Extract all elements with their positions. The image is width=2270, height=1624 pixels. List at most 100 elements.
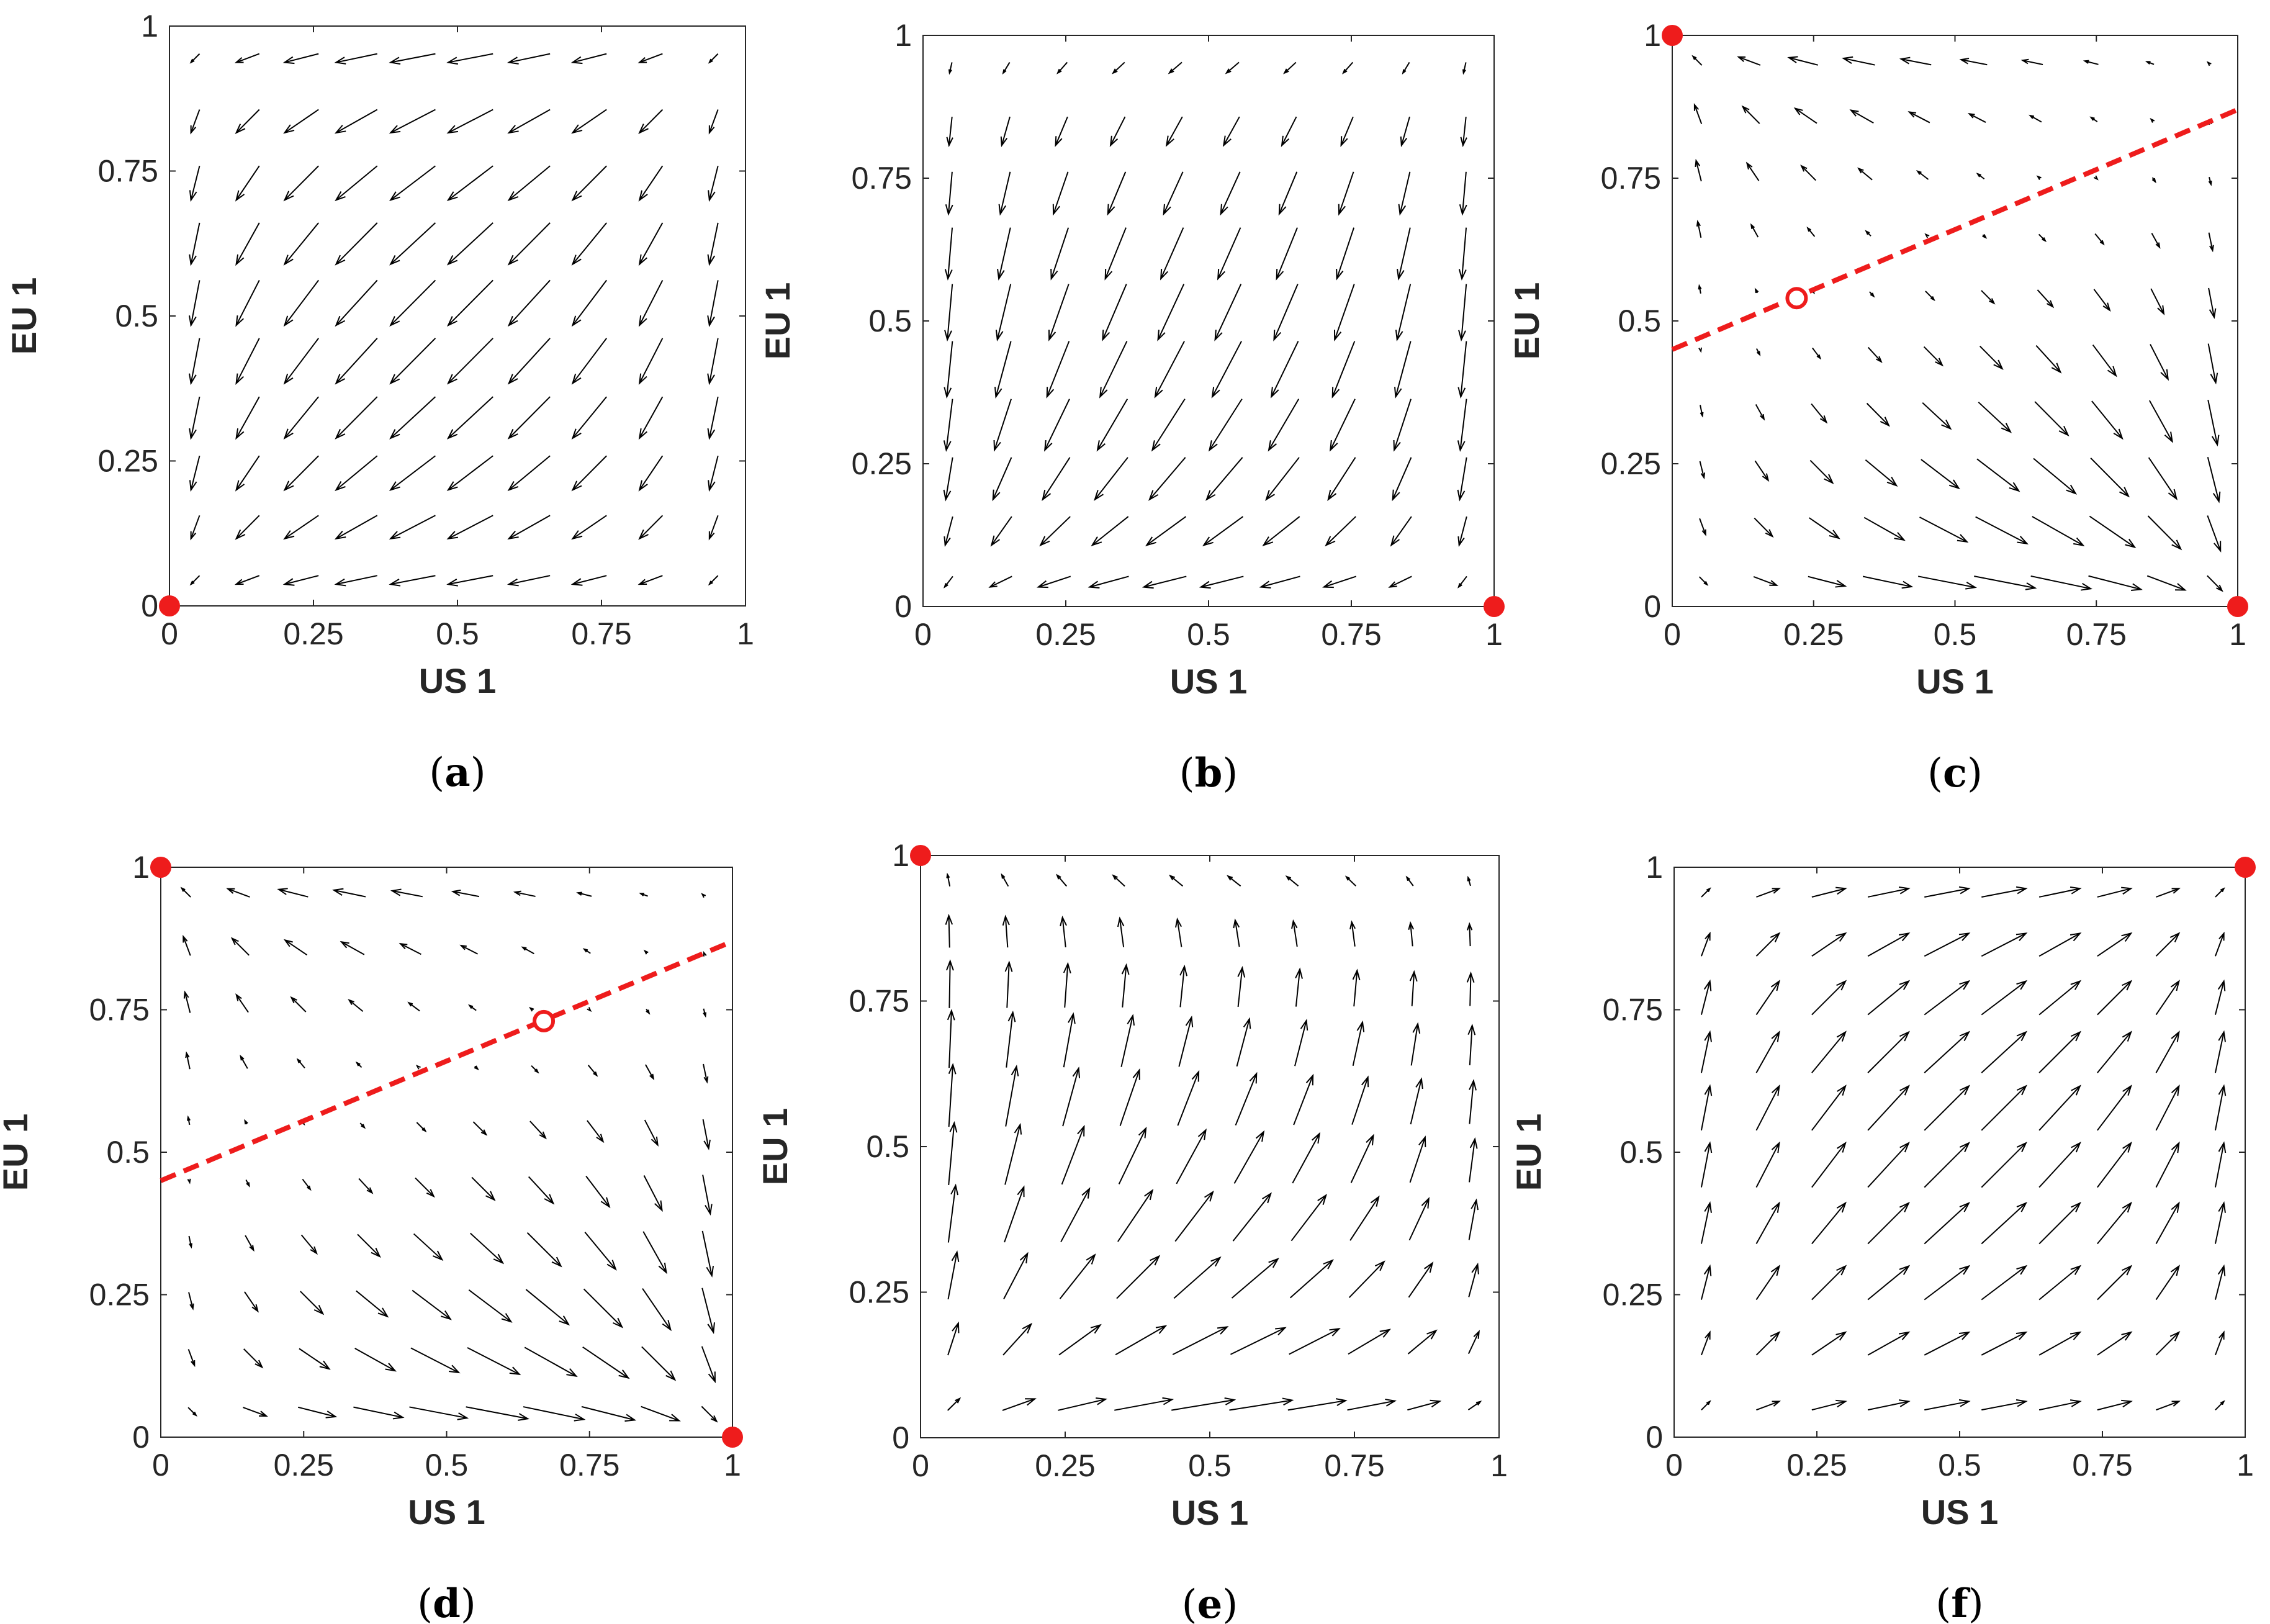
field-arrow [1981, 1401, 2027, 1411]
y-tick-label: 0.75 [1603, 993, 1663, 1027]
field-arrow [2038, 1085, 2081, 1131]
field-arrow [240, 1055, 248, 1069]
field-arrowhead [185, 1051, 190, 1058]
field-arrowhead [1989, 298, 1996, 305]
field-arrowhead [192, 1412, 197, 1417]
field-arrowhead [1770, 1265, 1780, 1276]
field-arrow [235, 109, 260, 133]
field-arrow [1699, 518, 1706, 535]
field-arrow [508, 575, 551, 585]
field-arrow [408, 1002, 420, 1012]
field-arrow [235, 515, 260, 539]
field-arrowhead [1222, 135, 1232, 147]
field-arrow [1390, 516, 1412, 546]
field-arrow [1755, 1085, 1780, 1131]
field-arrowhead [230, 937, 239, 945]
field-arrow [1458, 516, 1467, 546]
field-arrowhead [1993, 359, 2004, 370]
field-arrow [1867, 1265, 1909, 1301]
field-arrowhead [2121, 932, 2133, 942]
field-arrowhead [283, 124, 295, 134]
field-arrow [335, 396, 378, 439]
x-tick-label: 0.25 [1783, 617, 1844, 652]
field-arrowhead [1102, 330, 1110, 341]
field-arrow [2155, 1265, 2180, 1301]
field-arrow [1171, 1399, 1235, 1411]
field-arrow [1042, 457, 1071, 500]
field-arrowhead [251, 1304, 259, 1313]
field-arrow [1862, 575, 1912, 588]
field-arrowhead [389, 429, 400, 440]
field-arrow [1163, 171, 1184, 215]
field-arrow [708, 280, 719, 326]
field-arrow [2030, 575, 2091, 590]
field-arrow [1166, 116, 1183, 146]
field-arrowhead [1011, 1064, 1019, 1076]
panel-b: 00 0.25 0.25 0.5 0.5 0.75 0.75 1 1 US 1 EU 1 (b) [758, 18, 1505, 796]
field-arrowhead [600, 1197, 611, 1209]
field-arrowhead [1958, 886, 1971, 895]
field-arrowhead [1835, 1331, 1847, 1341]
field-arrowhead [1048, 330, 1056, 341]
field-arrow [1157, 284, 1185, 340]
field-arrowhead [1870, 292, 1875, 298]
field-arrow [643, 1175, 663, 1211]
field-arrowhead [1157, 330, 1166, 341]
y-tick-label: 0.75 [852, 161, 912, 196]
field-arrowhead [2066, 484, 2078, 495]
field-arrow [1924, 1265, 1970, 1301]
field-arrowhead [1210, 1256, 1222, 1267]
field-arrow [2037, 289, 2053, 307]
field-arrowhead [1390, 535, 1400, 547]
field-arrowhead [1959, 980, 1971, 990]
field-arrow [2156, 1401, 2179, 1411]
field-arrow [1461, 284, 1467, 340]
field-arrow [948, 1122, 955, 1186]
field-arrow [181, 887, 191, 898]
field-arrow [639, 515, 664, 539]
field-arrow [1143, 575, 1187, 588]
field-arrow [1064, 963, 1069, 1008]
field-arrowhead [1457, 387, 1466, 399]
field-arrow [1695, 160, 1702, 182]
field-arrow [701, 1405, 718, 1422]
y-tick-label: 0.5 [115, 299, 158, 333]
field-arrowhead [1291, 919, 1298, 929]
stable-equilibrium-marker [1662, 25, 1683, 46]
field-arrowhead [2058, 425, 2070, 436]
field-arrowhead [1745, 161, 1753, 170]
field-arrowhead [1816, 354, 1822, 360]
field-arrowhead [307, 1185, 312, 1191]
field-arrow [335, 279, 378, 326]
field-arrow [1206, 457, 1243, 500]
field-arrowhead [235, 190, 245, 202]
vector-field [180, 886, 718, 1423]
field-arrow [2038, 932, 2081, 957]
y-tick-label: 0 [1644, 589, 1661, 624]
field-arrow [1811, 1031, 1846, 1073]
field-arrow [416, 1122, 426, 1132]
y-tick-label: 1 [892, 838, 909, 873]
field-arrowhead [1700, 472, 1706, 480]
field-arrowhead [1705, 1330, 1711, 1340]
field-arrowhead [2042, 237, 2047, 243]
field-arrowhead [2217, 979, 2226, 991]
field-arrowhead [1424, 1261, 1434, 1273]
field-arrowhead [283, 373, 294, 385]
field-arrow [1347, 1400, 1395, 1411]
y-tick-label: 0.25 [89, 1278, 150, 1312]
field-arrow [186, 1053, 191, 1070]
field-arrow [1116, 1255, 1160, 1299]
stable-equilibrium-marker [2235, 857, 2256, 878]
field-arrowhead [1370, 1195, 1380, 1207]
field-arrow [2097, 1142, 2132, 1188]
field-arrow [1692, 55, 1703, 66]
field-arrowhead [1199, 580, 1211, 589]
field-arrowhead [2218, 1330, 2225, 1340]
field-arrowhead [389, 191, 400, 202]
field-arrowhead [1104, 268, 1113, 281]
field-arrowhead [1068, 1012, 1076, 1024]
field-arrowhead [1132, 1068, 1140, 1080]
field-arrow [2214, 1202, 2225, 1244]
field-arrow [1921, 459, 1960, 489]
